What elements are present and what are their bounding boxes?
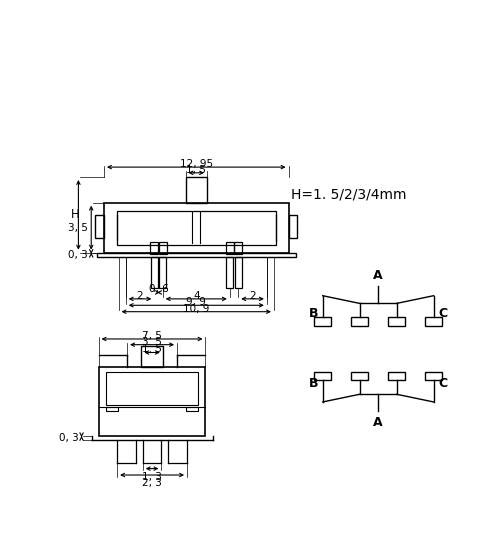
Text: 1, 5: 1, 5 [186, 164, 206, 175]
Text: 9, 9: 9, 9 [186, 297, 206, 307]
Bar [104, 203, 288, 253]
Text: A: A [373, 269, 382, 282]
Text: 2: 2 [136, 291, 143, 301]
Text: C: C [437, 307, 446, 320]
Bar [226, 257, 233, 288]
Bar [351, 317, 367, 326]
Text: B: B [308, 307, 318, 320]
Text: C: C [437, 378, 446, 390]
Text: 1, 3: 1, 3 [142, 471, 162, 482]
Text: B: B [308, 378, 318, 390]
Bar [234, 257, 241, 288]
Bar [159, 242, 166, 254]
Bar [314, 317, 331, 326]
Bar [351, 372, 367, 380]
Text: A: A [373, 416, 382, 429]
Bar [95, 215, 104, 237]
Text: 0, 3: 0, 3 [68, 250, 88, 260]
Text: H=1. 5/2/3/4mm: H=1. 5/2/3/4mm [291, 188, 406, 202]
Text: 4: 4 [192, 291, 199, 301]
Bar [117, 210, 275, 245]
Text: 0, 6: 0, 6 [148, 284, 168, 294]
Text: 0, 3: 0, 3 [59, 433, 78, 443]
Text: 2: 2 [248, 291, 256, 301]
Text: H: H [71, 208, 80, 221]
Bar [234, 242, 242, 254]
Text: 2, 3: 2, 3 [142, 478, 162, 488]
Text: 3. 5: 3. 5 [142, 337, 162, 347]
Bar [97, 253, 295, 257]
Text: 3, 5: 3, 5 [68, 222, 88, 232]
Bar [387, 317, 404, 326]
Bar [106, 407, 118, 411]
Bar [159, 257, 166, 288]
Bar [424, 372, 441, 380]
Bar [186, 407, 197, 411]
Bar [314, 372, 331, 380]
Text: 12, 95: 12, 95 [179, 159, 212, 169]
Bar [106, 371, 197, 405]
Bar [141, 346, 162, 368]
Bar [99, 368, 205, 436]
Bar [150, 257, 157, 288]
Text: 1. 5: 1. 5 [142, 344, 162, 354]
Bar [185, 177, 206, 203]
Bar [387, 372, 404, 380]
Bar [424, 317, 441, 326]
Bar [150, 242, 158, 254]
Bar [288, 215, 297, 237]
Text: 7, 5: 7, 5 [142, 331, 162, 341]
Text: 10, 9: 10, 9 [183, 304, 209, 314]
Bar [225, 242, 233, 254]
